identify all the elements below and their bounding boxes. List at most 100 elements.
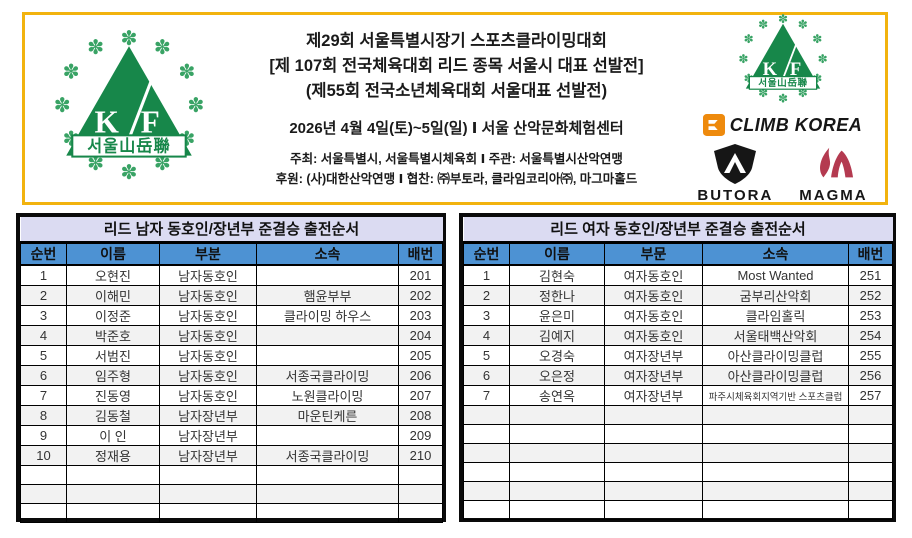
right-table-body: 1 김현숙 여자동호인 Most Wanted 251 2 정한나 여자동호인 굼부리산악회 25… (463, 264, 894, 520)
cell-club (702, 443, 849, 463)
cell-bib (847, 405, 894, 425)
cell-rank (463, 405, 510, 425)
cell-bib: 254 (847, 325, 894, 346)
col-header-club: 소속 (702, 241, 849, 266)
cell-division (604, 462, 703, 482)
cell-club: 굼부리산악회 (702, 285, 849, 306)
climb-korea-label: CLIMB KOREA (729, 114, 863, 135)
cell-division: 여자동호인 (604, 264, 703, 286)
cell-division: 남자장년부 (159, 425, 257, 446)
climb-korea-logo: CLIMB KOREA (702, 114, 863, 136)
cell-bib: 205 (397, 345, 444, 366)
cell-club (256, 503, 399, 523)
svg-text:✽: ✽ (797, 86, 807, 100)
cell-club (256, 425, 399, 446)
cell-division (604, 481, 703, 501)
col-header-rank: 순번 (463, 241, 510, 266)
cell-bib: 209 (397, 425, 444, 446)
cell-division: 남자동호인 (159, 285, 257, 306)
event-sponsor-line: 후원: (사)대한산악연맹 Ⅰ 협찬: ㈜부토라, 클라임코리아㈜, 마그마홀드 (275, 171, 638, 186)
cell-bib (397, 484, 444, 504)
table-row: 2 정한나 여자동호인 굼부리산악회 252 (463, 285, 894, 306)
cell-name: 박준호 (66, 325, 160, 346)
cell-name: 진동영 (66, 385, 160, 406)
cell-name: 이 인 (66, 425, 160, 446)
cell-rank: 4 (20, 325, 67, 346)
cell-club: 클라임홀릭 (702, 305, 849, 326)
table-row (463, 462, 894, 482)
svg-text:✽: ✽ (738, 52, 748, 66)
cell-bib: 256 (847, 365, 894, 386)
cell-division (604, 500, 703, 520)
svg-text:✽: ✽ (758, 17, 768, 31)
cell-bib (847, 481, 894, 501)
cell-rank: 10 (20, 445, 67, 466)
cell-division (159, 465, 257, 485)
table-row: 3 윤은미 여자동호인 클라임홀릭 253 (463, 305, 894, 326)
svg-text:✽: ✽ (54, 93, 71, 117)
cell-club: 서종국클라이밍 (256, 365, 399, 386)
cell-division: 여자장년부 (604, 365, 703, 386)
event-title-line-1: 제29회 서울특별시장기 스포츠클라이밍대회 (306, 31, 607, 50)
butora-label: BUTORA (697, 187, 774, 204)
svg-text:✽: ✽ (812, 32, 822, 46)
table-row: 1 김현숙 여자동호인 Most Wanted 251 (463, 264, 894, 286)
cell-club: 마운틴케른 (256, 405, 399, 426)
col-header-name: 이름 (66, 241, 160, 266)
event-title-block: 제29회 서울특별시장기 스포츠클라이밍대회 [제 107회 전국체육대회 리드… (233, 29, 680, 189)
left-table-body: 1 오현진 남자동호인 201 2 이해민 남자동호인 햄윤부부 202 3 이정준 남자동호인 클라이… (20, 264, 444, 523)
col-header-name: 이름 (509, 241, 605, 266)
svg-text:✽: ✽ (777, 13, 787, 26)
cell-rank: 5 (20, 345, 67, 366)
cell-name: 오경숙 (509, 345, 605, 366)
cell-name: 윤은미 (509, 305, 605, 326)
left-logo-area: ✽ ✽ ✽ ✽ ✽ ✽ ✽ ✽ ✽ ✽ ✽ ✽ K F 서울山岳聯 (25, 28, 233, 190)
svg-text:서울山岳聯: 서울山岳聯 (87, 136, 170, 155)
svg-text:✽: ✽ (63, 59, 80, 83)
svg-text:✽: ✽ (758, 86, 768, 100)
table-row: 5 오경숙 여자장년부 아산클라이밍클럽 255 (463, 345, 894, 366)
seoul-alpine-federation-logo-icon-small: ✽ ✽ ✽ ✽ ✽ ✽ ✽ ✽ ✽ ✽ ✽ ✽ K F 서울山岳聯 (738, 13, 827, 105)
cell-division: 남자장년부 (159, 445, 257, 466)
cell-division (604, 424, 703, 444)
cell-bib: 253 (847, 305, 894, 326)
cell-name (66, 503, 160, 523)
svg-text:K: K (762, 59, 777, 80)
cell-rank: 2 (20, 285, 67, 306)
cell-division: 여자장년부 (604, 345, 703, 366)
table-row (463, 424, 894, 444)
svg-text:✽: ✽ (121, 28, 138, 50)
event-title-line-3: (제55회 전국소년체육대회 서울대표 선발전) (305, 81, 608, 100)
cell-bib (847, 443, 894, 463)
cell-rank: 6 (463, 365, 510, 386)
cell-bib (847, 462, 894, 482)
sponsor-logo-area: ✽ ✽ ✽ ✽ ✽ ✽ ✽ ✽ ✽ ✽ ✽ ✽ K F 서울山岳聯 CLIMB KOREA (680, 13, 885, 204)
svg-text:서울山岳聯: 서울山岳聯 (758, 77, 807, 89)
cell-club: 햄윤부부 (256, 285, 399, 306)
magma-logo: MAGMA (799, 143, 867, 204)
cell-club (702, 462, 849, 482)
col-header-rank: 순번 (20, 241, 67, 266)
cell-division: 남자동호인 (159, 305, 257, 326)
table-header-row: 순번 이름 부분 소속 배번 (20, 241, 444, 266)
cell-name: 서범진 (66, 345, 160, 366)
cell-bib (847, 424, 894, 444)
col-header-bib: 배번 (397, 241, 444, 266)
cell-rank: 9 (20, 425, 67, 446)
cell-name (509, 443, 605, 463)
col-header-division: 부분 (159, 241, 257, 266)
event-date-venue: 2026년 4월 4일(토)~5일(일) Ⅰ 서울 산악문화체험센터 (289, 119, 624, 137)
event-host-line: 주최: 서울특별시, 서울특별시체육회 Ⅰ 주관: 서울특별시산악연맹 (290, 151, 623, 166)
cell-bib: 206 (397, 365, 444, 386)
table-row (20, 465, 444, 485)
cell-rank (463, 443, 510, 463)
svg-text:✽: ✽ (797, 17, 807, 31)
cell-bib: 255 (847, 345, 894, 366)
table-row: 2 이해민 남자동호인 햄윤부부 202 (20, 285, 444, 306)
cell-club: 클라이밍 하우스 (256, 305, 399, 326)
cell-division (159, 484, 257, 504)
cell-rank (20, 465, 67, 485)
